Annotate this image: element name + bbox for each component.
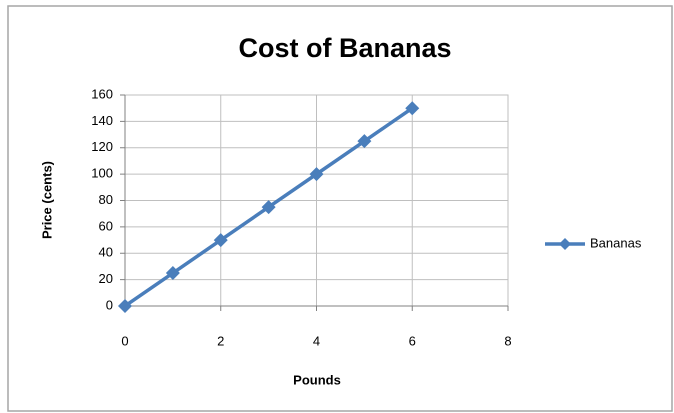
y-tick-label: 140 [91, 113, 113, 128]
marker [213, 233, 228, 248]
x-axis-label: Pounds [293, 372, 341, 387]
y-tick-label: 60 [99, 218, 113, 233]
legend-label: Bananas [590, 235, 642, 250]
y-tick-label: 100 [91, 166, 113, 181]
y-tick-label: 0 [106, 297, 113, 312]
chart-title: Cost of Bananas [238, 33, 451, 63]
marker [405, 101, 420, 116]
marker [165, 266, 180, 281]
marker [357, 134, 372, 149]
legend-marker [559, 238, 571, 250]
marker [309, 167, 324, 182]
y-tick-label: 40 [99, 245, 113, 260]
x-tick-label: 8 [504, 333, 511, 348]
marker [261, 200, 276, 215]
x-tick-label: 6 [409, 333, 416, 348]
x-tick-label: 0 [121, 333, 128, 348]
y-tick-label: 20 [99, 271, 113, 286]
y-tick-label: 80 [99, 192, 113, 207]
y-tick-label: 160 [91, 86, 113, 101]
marker [118, 299, 132, 313]
y-axis-label: Price (cents) [39, 161, 54, 239]
x-tick-label: 2 [217, 333, 224, 348]
x-tick-label: 4 [313, 333, 320, 348]
y-tick-label: 120 [91, 139, 113, 154]
